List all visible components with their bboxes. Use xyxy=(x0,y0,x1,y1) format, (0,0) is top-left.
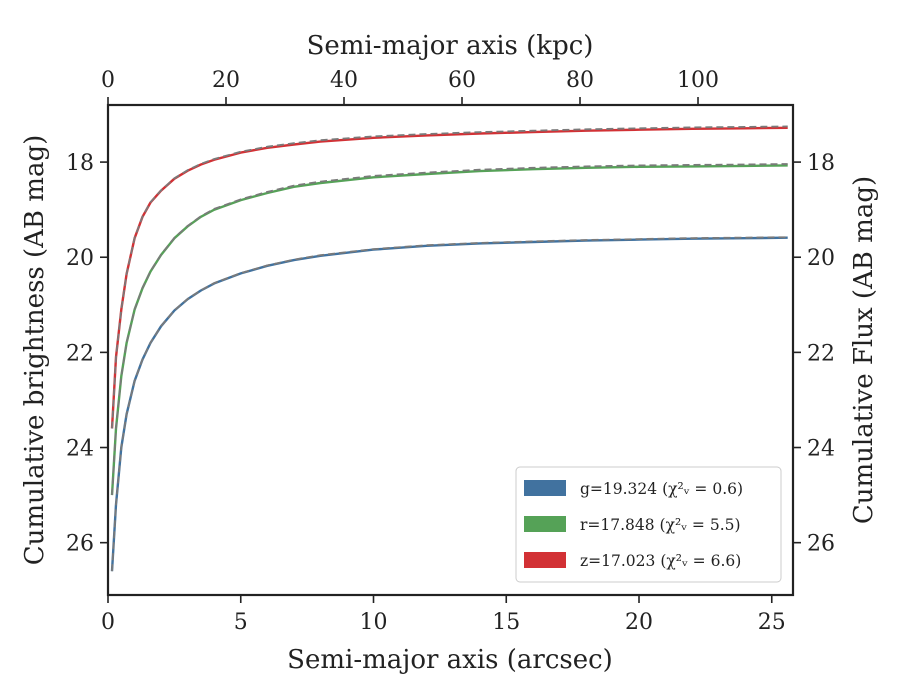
x-tick-label: 20 xyxy=(625,610,653,635)
model-line-g xyxy=(111,236,788,572)
legend-box xyxy=(515,466,782,583)
x2-axis-title: Semi-major axis (kpc) xyxy=(307,31,594,61)
x2-tick-label: 0 xyxy=(101,68,115,93)
legend: g=19.324 (χ²ᵥ = 0.6) r=17.848 (χ²ᵥ = 5.5)… xyxy=(515,466,782,583)
legend-swatch-r xyxy=(524,516,566,532)
legend-swatch-g xyxy=(524,480,566,496)
x-tick-label: 25 xyxy=(758,610,786,635)
y2-tick-label: 18 xyxy=(807,151,835,176)
x2-tick-label: 80 xyxy=(566,68,594,93)
x-tick-label: 15 xyxy=(492,610,520,635)
x-tick-label: 10 xyxy=(360,610,388,635)
x2-tick-label: 20 xyxy=(212,68,240,93)
y2-tick-label: 22 xyxy=(807,341,835,366)
y-tick-label: 18 xyxy=(66,151,94,176)
y-axis-title: Cumulative brightness (AB mag) xyxy=(20,135,50,566)
model-line-z xyxy=(111,125,788,429)
x2-tick-label: 40 xyxy=(330,68,358,93)
x-tick-label: 0 xyxy=(101,610,115,635)
x-axis-title: Semi-major axis (arcsec) xyxy=(287,645,613,675)
series-line-r xyxy=(110,164,788,496)
legend-label-g: g=19.324 (χ²ᵥ = 0.6) xyxy=(580,480,743,498)
y2-tick-label: 20 xyxy=(807,246,835,271)
y2-tick-label: 24 xyxy=(807,437,835,462)
series-layer xyxy=(110,125,788,572)
legend-label-z: z=17.023 (χ²ᵥ = 6.6) xyxy=(580,552,741,570)
bottom-x-axis: 0 5 10 15 20 25 xyxy=(101,595,786,635)
y-tick-label: 22 xyxy=(66,341,94,366)
model-line-r xyxy=(111,163,788,496)
y-tick-label: 24 xyxy=(66,437,94,462)
right-y-axis: 18 20 22 24 26 xyxy=(793,151,835,557)
x-tick-label: 5 xyxy=(234,610,248,635)
y2-axis-title: Cumulative Flux (AB mag) xyxy=(849,176,879,524)
y-tick-label: 26 xyxy=(66,532,94,557)
legend-swatch-z xyxy=(524,552,566,568)
plot-frame xyxy=(106,103,795,597)
y-tick-label: 20 xyxy=(66,246,94,271)
left-y-axis: 18 20 22 24 26 xyxy=(66,151,108,557)
plot-area xyxy=(110,125,788,572)
legend-label-r: r=17.848 (χ²ᵥ = 5.5) xyxy=(580,516,741,534)
x2-tick-label: 100 xyxy=(677,68,719,93)
x2-tick-label: 60 xyxy=(448,68,476,93)
y2-tick-label: 26 xyxy=(807,532,835,557)
top-x-axis: 0 20 40 60 80 100 xyxy=(101,68,719,105)
